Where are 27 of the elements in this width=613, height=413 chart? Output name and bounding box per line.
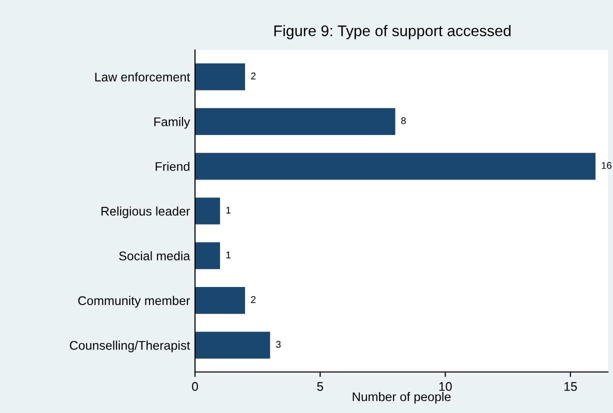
y-tick-label: Law enforcement: [95, 72, 190, 82]
y-tick-label: Religious leader: [102, 206, 190, 218]
bar: [195, 198, 220, 224]
data-label: 1: [226, 206, 231, 214]
x-tick-label: 15: [564, 382, 577, 391]
y-tick-label: Social media: [119, 251, 190, 260]
bar: [195, 287, 246, 314]
y-tick-label: Friend: [156, 162, 190, 171]
data-label: 8: [401, 117, 406, 124]
bar: [195, 242, 220, 270]
data-label: 2: [251, 296, 256, 303]
data-label: 1: [226, 252, 231, 258]
bar: [195, 152, 596, 180]
x-tick-label: 0: [192, 382, 198, 391]
data-label: 3: [276, 340, 281, 348]
y-tick-label: Community member: [78, 296, 190, 308]
bar: [195, 332, 270, 359]
x-axis-title: Number of people: [352, 392, 451, 404]
bar: [195, 108, 396, 135]
data-label: 16: [602, 162, 612, 169]
bar: [195, 63, 246, 90]
y-tick-label: Counselling/Therapist: [70, 340, 190, 352]
y-tick-label: Family: [154, 117, 190, 129]
data-label: 2: [251, 72, 256, 80]
x-tick-label: 10: [439, 382, 452, 391]
x-tick-label: 5: [317, 382, 324, 391]
chart-title: Figure 9: Type of support accessed: [274, 24, 511, 40]
